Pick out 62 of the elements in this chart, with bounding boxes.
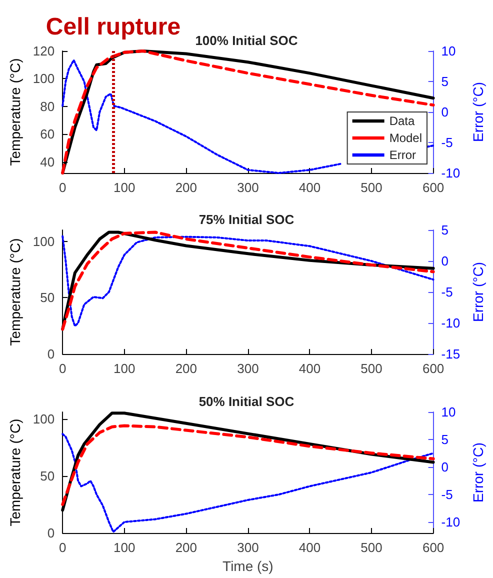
y2-tick-label: -5 xyxy=(441,135,453,150)
y2-axis-title: Error (°C) xyxy=(470,442,486,503)
y2-axis-title: Error (°C) xyxy=(470,82,486,142)
x-tick-label: 100 xyxy=(114,540,136,555)
x-tick-label: 500 xyxy=(360,180,382,195)
x-tick-label: 0 xyxy=(58,540,66,555)
ref-line-label: Cell rupture xyxy=(46,14,181,40)
y2-tick-label: -5 xyxy=(441,487,453,502)
y2-tick-label: 10 xyxy=(441,404,456,420)
line-series xyxy=(61,424,435,506)
y2-tick-label: 0 xyxy=(441,254,449,268)
legend-label: Error xyxy=(389,148,416,162)
legend-label: Data xyxy=(389,114,415,128)
x-tick-label: 100 xyxy=(114,361,136,376)
x-tick-label: 200 xyxy=(175,361,198,376)
y-tick-label: 60 xyxy=(40,126,55,142)
x-axis-title: Time (s) xyxy=(222,558,274,574)
x-tick-label: 200 xyxy=(175,540,198,555)
x-tick-label: 400 xyxy=(298,361,321,376)
x-tick-label: 600 xyxy=(422,361,444,376)
y2-tick-label: -10 xyxy=(441,514,460,530)
y-tick-label: 120 xyxy=(32,44,55,58)
y-tick-label: 0 xyxy=(47,526,55,540)
y-tick-label: 100 xyxy=(32,234,55,249)
x-tick-label: 300 xyxy=(237,180,259,195)
chart-title: 75% Initial SOC xyxy=(198,212,295,227)
y-tick-label: 40 xyxy=(40,154,55,170)
y2-tick-label: 0 xyxy=(441,460,449,474)
x-tick-label: 600 xyxy=(422,180,444,195)
x-tick-label: 100 xyxy=(114,180,136,195)
y2-tick-label: 5 xyxy=(441,222,449,238)
x-tick-label: 400 xyxy=(298,540,321,555)
x-tick-label: 400 xyxy=(298,180,321,195)
y-tick-label: 100 xyxy=(32,71,55,86)
x-tick-label: 0 xyxy=(58,361,66,376)
x-tick-label: 600 xyxy=(422,540,444,555)
y-tick-label: 0 xyxy=(47,346,55,362)
x-tick-label: 200 xyxy=(175,180,198,195)
y2-tick-label: 5 xyxy=(441,432,449,447)
y2-tick-label: -5 xyxy=(441,284,453,300)
y2-tick-label: -10 xyxy=(441,166,460,180)
y-axis-title: Temperature (°C) xyxy=(7,238,23,346)
y2-tick-label: -10 xyxy=(441,316,460,330)
x-tick-label: 300 xyxy=(237,361,259,376)
y2-tick-label: 5 xyxy=(441,74,449,89)
legend-label: Model xyxy=(389,131,422,145)
y-tick-label: 80 xyxy=(40,98,55,114)
x-tick-label: 0 xyxy=(58,180,66,195)
y-axis-title: Temperature (°C) xyxy=(7,58,23,166)
chart-title: 50% Initial SOC xyxy=(198,394,295,409)
y2-tick-label: -15 xyxy=(441,346,460,362)
x-tick-label: 500 xyxy=(360,540,382,555)
y2-axis-title: Error (°C) xyxy=(470,262,486,322)
chart-title: 100% Initial SOC xyxy=(195,33,298,48)
y2-tick-label: 10 xyxy=(441,44,456,58)
y-tick-label: 50 xyxy=(40,290,55,306)
y-tick-label: 50 xyxy=(40,468,55,484)
x-tick-label: 300 xyxy=(237,540,259,555)
x-tick-label: 500 xyxy=(360,361,382,376)
y2-tick-label: 0 xyxy=(441,104,449,120)
y-axis-title: Temperature (°C) xyxy=(7,418,23,526)
y-tick-label: 100 xyxy=(32,411,55,426)
